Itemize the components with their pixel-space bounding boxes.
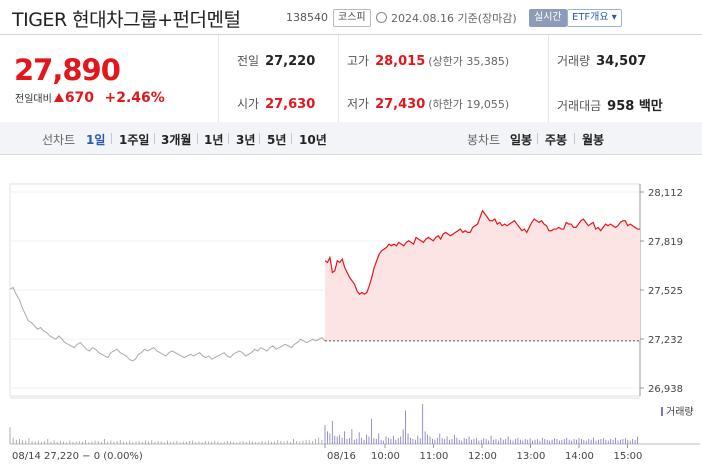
today-fill-area xyxy=(325,210,640,341)
divider xyxy=(154,133,155,144)
divider xyxy=(291,133,292,144)
time-axis-label: 11:00 xyxy=(420,451,449,462)
line-chart-label: 선차트 xyxy=(42,133,76,147)
price-axis-label: 26,938 xyxy=(648,384,683,395)
candle-chart-label: 봉차트 xyxy=(467,133,501,147)
market-badge: 코스피 xyxy=(333,9,371,27)
low-label: 저가 xyxy=(347,97,370,111)
up-triangle-icon xyxy=(53,93,64,102)
quote-panel: 27,890 전일대비 670 +2.46% 전일 27,220 고가 28,015(… xyxy=(0,34,702,124)
tab-3m[interactable]: 3개월 xyxy=(161,133,192,147)
prev-close-value: 27,220 xyxy=(265,54,316,69)
tab-10y[interactable]: 10년 xyxy=(299,133,327,147)
tab-1y[interactable]: 1년 xyxy=(204,133,224,147)
tab-3y[interactable]: 3년 xyxy=(236,133,256,147)
volume-legend-swatch xyxy=(661,407,663,416)
divider xyxy=(228,133,229,144)
tab-weekly[interactable]: 주봉 xyxy=(545,133,568,147)
price-axis-label: 27,525 xyxy=(648,286,683,297)
chart-canvas[interactable]: 28,112 27,819 27,525 27,232 26,938 거래량 08/14 2… xyxy=(0,154,702,471)
high-cell: 고가 28,015 (상한가 35,385) xyxy=(347,52,509,69)
prev-close-label: 전일 xyxy=(237,54,260,68)
price-axis-label: 27,232 xyxy=(648,335,683,346)
live-button[interactable]: 실시간 xyxy=(529,9,567,27)
today-date-label: 08/16 xyxy=(327,451,356,462)
lower-limit: (하한가 19,055) xyxy=(428,98,510,111)
price-change: 전일대비 670 +2.46% xyxy=(15,90,165,106)
low-cell: 저가 27,430 (하한가 19,055) xyxy=(347,95,509,112)
etf-overview-button[interactable]: ETF개요 ▾ xyxy=(567,9,622,27)
stock-code: 138540 xyxy=(286,11,328,24)
amount-cell: 거래대금 958 백만 xyxy=(557,95,663,114)
volume-value: 34,507 xyxy=(596,54,647,69)
date-status: 2024.08.16 기준(장마감) xyxy=(376,10,517,26)
divider xyxy=(338,35,339,123)
divider xyxy=(548,35,549,123)
low-value: 27,430 xyxy=(375,97,426,112)
open-value: 27,630 xyxy=(265,97,316,112)
amount-label: 거래대금 xyxy=(557,99,602,113)
tab-daily[interactable]: 일봉 xyxy=(510,133,533,147)
time-axis-label: 15:00 xyxy=(614,451,643,462)
date-text: 2024.08.16 기준(장마감) xyxy=(391,12,517,25)
change-amount: 670 xyxy=(64,90,95,106)
prev-day-caption: 08/14 27,220 − 0 (0.00%) xyxy=(12,451,143,462)
stock-name: TIGER 현대차그룹+펀더멘털 xyxy=(12,9,241,31)
tab-5y[interactable]: 5년 xyxy=(267,133,287,147)
amount-value: 958 백만 xyxy=(607,99,663,114)
tab-1d[interactable]: 1일 xyxy=(86,133,106,147)
tab-monthly[interactable]: 월봉 xyxy=(582,133,605,147)
volume-label: 거래량 xyxy=(557,54,591,68)
stock-header: TIGER 현대차그룹+펀더멘털 138540 코스피 2024.08.16 기… xyxy=(0,0,702,34)
volume-cell: 거래량 34,507 xyxy=(557,52,646,69)
change-label: 전일대비 xyxy=(15,94,52,105)
divider xyxy=(111,133,112,144)
time-axis-label: 14:00 xyxy=(565,451,594,462)
price-axis-label: 28,112 xyxy=(648,188,683,199)
prev-close-cell: 전일 27,220 xyxy=(237,52,315,69)
divider xyxy=(218,35,219,123)
divider xyxy=(197,133,198,144)
high-label: 고가 xyxy=(347,54,370,68)
open-label: 시가 xyxy=(237,97,260,111)
intraday-chart[interactable]: 28,112 27,819 27,525 27,232 26,938 거래량 08/14 2… xyxy=(0,154,702,471)
chart-tabs-bar: 선차트 1일 1주일 3개월 1년 3년 5년 10년 봉차트 일봉 주봉 월봉 xyxy=(0,122,702,155)
change-percent: +2.46% xyxy=(104,90,165,106)
today-price-line xyxy=(324,209,640,295)
high-value: 28,015 xyxy=(375,54,426,69)
divider xyxy=(574,133,575,144)
tab-1w[interactable]: 1주일 xyxy=(119,133,150,147)
clock-icon xyxy=(376,12,387,23)
open-cell: 시가 27,630 xyxy=(237,95,315,112)
price-axis-label: 27,819 xyxy=(648,237,683,248)
divider xyxy=(537,133,538,144)
upper-limit: (상한가 35,385) xyxy=(428,55,510,68)
current-price: 27,890 xyxy=(14,53,121,87)
time-axis-label: 13:00 xyxy=(517,451,546,462)
time-axis-label: 10:00 xyxy=(371,451,400,462)
time-axis-label: 12:00 xyxy=(468,451,497,462)
volume-legend-label: 거래량 xyxy=(666,406,694,418)
divider xyxy=(259,133,260,144)
prev-day-line xyxy=(9,286,326,362)
